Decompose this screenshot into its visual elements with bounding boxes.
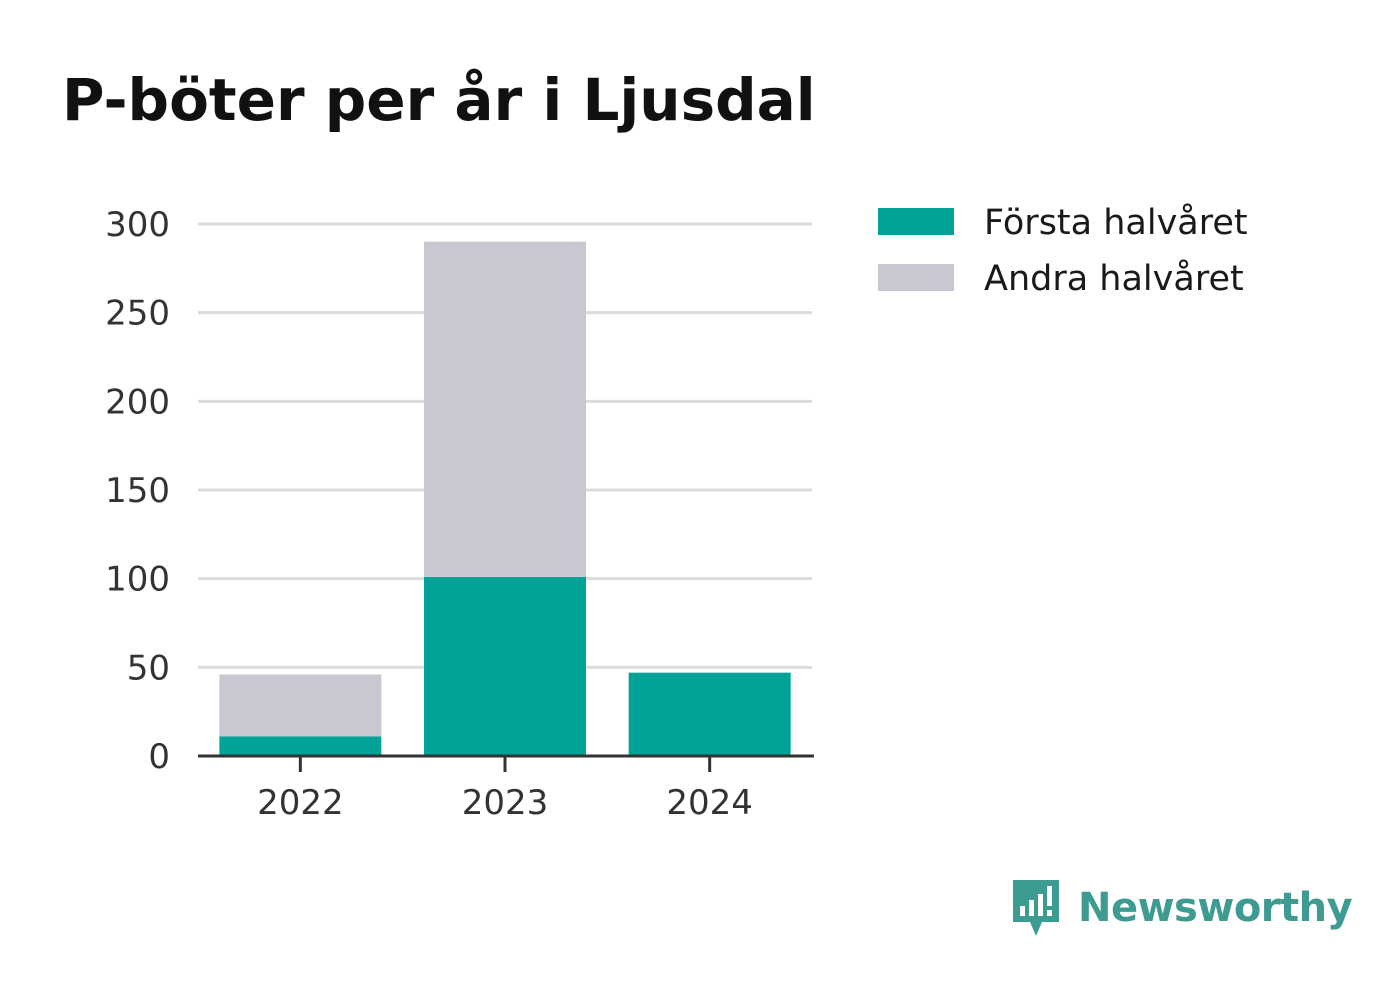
y-tick-label: 0 — [148, 737, 170, 777]
legend-swatch — [878, 208, 954, 235]
bar-2022-series-2 — [219, 674, 382, 737]
bar-2022-series-1 — [219, 736, 382, 756]
y-tick-label: 100 — [105, 560, 170, 600]
y-tick-label: 300 — [105, 205, 170, 245]
bar-2023-series-2 — [424, 241, 586, 577]
newsworthy-logo-icon — [1013, 880, 1059, 936]
axes: 0 50 100 150 200 250 300 2022 2023 2024 — [105, 205, 814, 823]
x-tick-label: 2022 — [257, 783, 344, 823]
bar-2024-series-1 — [628, 672, 791, 756]
chart-title: P-böter per år i Ljusdal — [62, 66, 816, 134]
legend-label: Första halvåret — [984, 202, 1248, 243]
bars — [219, 241, 791, 756]
y-tick-label: 200 — [105, 382, 170, 422]
y-tick-label: 250 — [105, 294, 170, 334]
brand-name: Newsworthy — [1078, 885, 1353, 931]
brand-logo: Newsworthy — [1010, 878, 1353, 938]
bar-2023-series-1 — [424, 576, 586, 756]
x-tick-label: 2023 — [462, 783, 549, 823]
x-tick-label: 2024 — [666, 783, 753, 823]
legend: Första halvåret Andra halvåret — [878, 202, 1248, 299]
legend-swatch — [878, 264, 954, 291]
y-tick-label: 50 — [127, 648, 170, 688]
y-tick-label: 150 — [105, 471, 170, 511]
legend-label: Andra halvåret — [984, 258, 1244, 299]
